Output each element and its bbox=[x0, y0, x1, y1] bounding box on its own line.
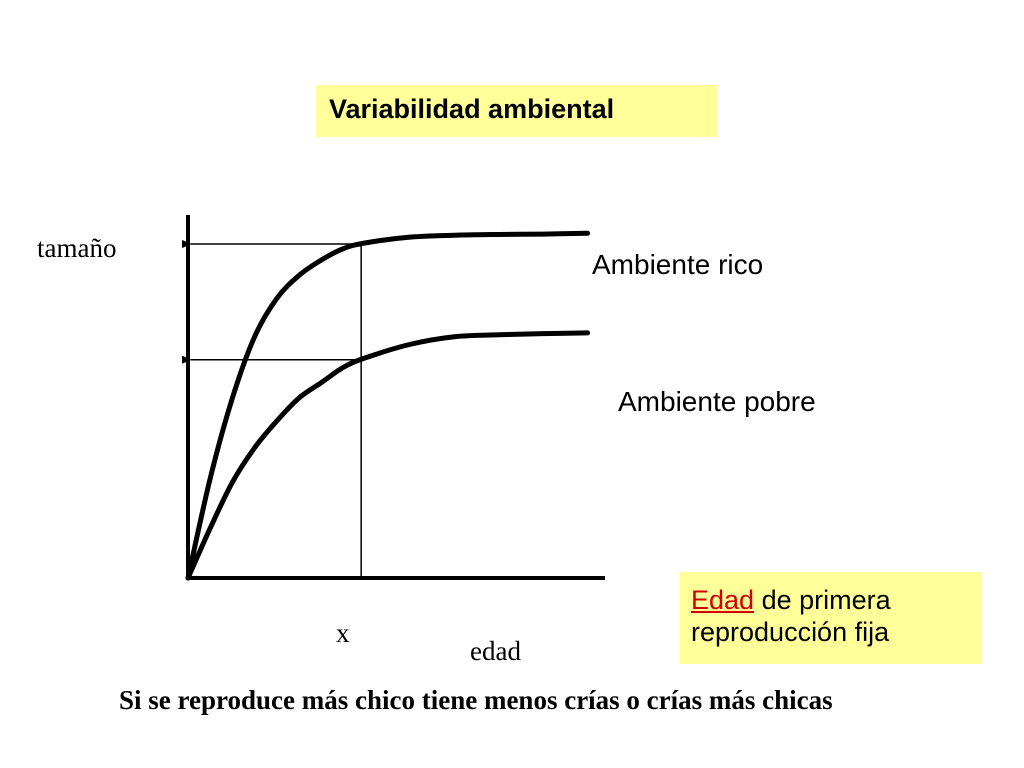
x-axis-label: edad bbox=[470, 636, 521, 666]
series-label-ambiente-rico: Ambiente rico bbox=[592, 249, 764, 280]
note-text: de primera reproducción fija bbox=[691, 585, 891, 647]
series-label-ambiente-pobre: Ambiente pobre bbox=[618, 386, 816, 417]
note-highlight: Edad bbox=[691, 585, 755, 615]
note-box: Edad de primera reproducción fija bbox=[680, 572, 982, 664]
series-line-2 bbox=[185, 330, 591, 581]
x-marker-label: x bbox=[336, 618, 350, 648]
y-axis-label: tamaño bbox=[37, 233, 117, 263]
series-line-1 bbox=[185, 230, 591, 581]
chart-title: Variabilidad ambiental bbox=[316, 85, 717, 137]
footnote: Si se reproduce más chico tiene menos cr… bbox=[119, 685, 833, 715]
